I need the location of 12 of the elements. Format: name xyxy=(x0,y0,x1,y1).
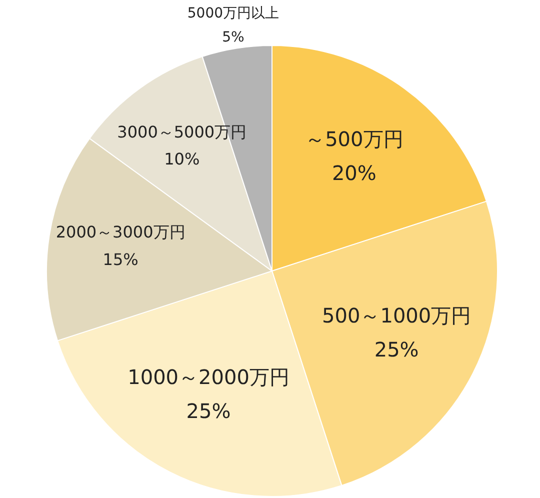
slice-label: 1000～2000万円 xyxy=(128,364,290,389)
data-label: 25% xyxy=(186,398,231,423)
data-label: 15% xyxy=(102,250,138,269)
slice-label: 500～1000万円 xyxy=(322,304,472,328)
slice-label: 3000～5000万円 xyxy=(117,122,247,142)
slice-label: 5000万円以上 xyxy=(187,6,280,22)
slice-label: ～500万円 xyxy=(305,127,404,152)
data-label: 25% xyxy=(374,338,419,362)
slice-label: 2000～3000万円 xyxy=(56,222,186,242)
data-label: 5% xyxy=(222,30,244,46)
data-label: 20% xyxy=(332,161,376,186)
data-label: 10% xyxy=(164,150,200,169)
